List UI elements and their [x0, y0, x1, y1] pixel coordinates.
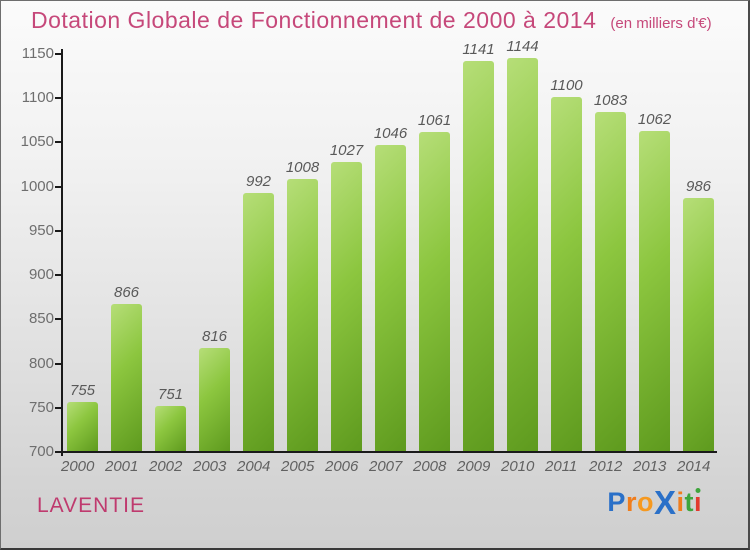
bar-value-label: 755: [69, 382, 96, 399]
y-tick-mark: [55, 274, 62, 277]
bar-slot: 1046: [373, 53, 419, 451]
x-tick-label: 2006: [325, 458, 359, 475]
y-tick-label: 700: [28, 443, 54, 460]
bar-value-label: 1100: [550, 77, 583, 94]
bar-slot: 866: [111, 53, 155, 451]
bar-value-label: 1083: [593, 92, 628, 109]
bar-slot: 1144: [506, 38, 551, 451]
logo-letter: i: [676, 487, 685, 517]
bar-value-label: 866: [113, 284, 140, 301]
y-tick-mark: [55, 53, 62, 55]
bar-slot: 1083: [593, 53, 639, 451]
y-tick-label: 850: [28, 310, 54, 328]
y-tick-label: 1100: [21, 89, 54, 107]
x-tick-label: 2001: [105, 458, 139, 475]
chart-title: Dotation Globale de Fonctionnement de 20…: [31, 7, 597, 33]
bar-slot: 755: [67, 53, 111, 451]
bar-value-label: 992: [245, 173, 272, 190]
y-tick-label: 750: [28, 398, 54, 416]
x-tick-label: 2012: [589, 458, 623, 475]
bar-slot: 1141: [462, 41, 507, 451]
logo-letter-dot: [695, 488, 701, 493]
logo-letter: r: [625, 487, 637, 517]
y-axis-line: [61, 49, 63, 456]
chart-subtitle: (en milliers d'€): [610, 15, 712, 32]
x-tick-label: 2005: [281, 458, 315, 475]
bar-value-label: 1061: [417, 112, 452, 129]
y-tick-label: 950: [28, 221, 54, 239]
title-row: Dotation Globale de Fonctionnement de 20…: [31, 7, 738, 34]
bar-slot: 1061: [417, 53, 463, 451]
bar-slot: 1062: [637, 53, 683, 451]
bar-slot: 1027: [329, 53, 375, 451]
bar: [507, 58, 538, 451]
bar-value-label: 986: [685, 178, 712, 195]
bar-slot: 751: [155, 53, 199, 451]
x-tick-label: 2008: [413, 458, 447, 475]
logo-letter: t: [684, 487, 694, 517]
y-tick-mark: [55, 185, 62, 188]
x-tick-label: 2013: [633, 458, 667, 475]
y-tick-mark: [55, 362, 62, 365]
bar: [595, 112, 626, 451]
bar: [639, 131, 670, 451]
x-axis-line: [61, 451, 717, 453]
x-tick-label: 2014: [677, 458, 711, 475]
x-tick-label: 2004: [237, 458, 271, 475]
x-axis-labels: 2000 2001 2002 2003 2004 2005 2006 2007 2008 2009…: [61, 458, 727, 475]
bar-value-label: 751: [157, 386, 184, 403]
x-tick-label: 2000: [61, 458, 95, 475]
bar-slot: 992: [243, 53, 287, 451]
x-tick-label: 2007: [369, 458, 403, 475]
bar-value-label: 1062: [637, 111, 672, 128]
y-tick-label: 1150: [21, 45, 54, 62]
logo-letter: X: [653, 484, 677, 521]
logo-letter: P: [607, 487, 626, 517]
bars-area: 755 866 751 816 992 1008 1027 1046 1061 1141 1144 1…: [67, 38, 727, 451]
x-tick-label: 2010: [501, 458, 535, 475]
bar: [375, 145, 406, 451]
x-tick-label: 2009: [457, 458, 491, 475]
y-tick-mark: [55, 97, 62, 100]
bar: [551, 97, 582, 451]
bar: [463, 61, 494, 451]
bar-value-label: 1046: [373, 125, 408, 142]
y-tick-mark: [55, 318, 62, 321]
bar: [199, 348, 230, 451]
y-tick-label: 800: [28, 354, 54, 372]
y-tick-label: 1000: [20, 177, 54, 195]
bar-value-label: 816: [201, 328, 228, 345]
bar-slot: 1008: [285, 53, 331, 451]
y-tick-label: 900: [28, 266, 54, 284]
y-tick-mark: [55, 141, 62, 144]
bar: [67, 402, 98, 451]
bar-value-label: 1141: [462, 41, 495, 58]
y-tick-label: 1050: [20, 133, 54, 151]
y-tick-mark: [55, 451, 62, 453]
logo-letter: ı: [693, 487, 702, 517]
bar: [683, 198, 714, 451]
proxiti-logo: ProXitı: [607, 484, 702, 521]
bar-slot: 1100: [550, 53, 595, 451]
bar: [155, 406, 186, 451]
x-tick-label: 2011: [545, 458, 578, 475]
bar-slot: 986: [683, 53, 727, 451]
bar-value-label: 1008: [285, 159, 320, 176]
bar: [331, 162, 362, 451]
y-tick-mark: [55, 229, 62, 232]
location-label: LAVENTIE: [37, 494, 145, 517]
bar-value-label: 1144: [506, 38, 539, 55]
x-tick-label: 2003: [193, 458, 227, 475]
bar: [419, 132, 450, 451]
x-tick-label: 2002: [149, 458, 183, 475]
bar-value-label: 1027: [329, 142, 364, 159]
bar-slot: 816: [199, 53, 243, 451]
bar: [111, 304, 142, 451]
logo-letter: o: [636, 487, 654, 517]
bar: [287, 179, 318, 451]
bar: [243, 193, 274, 451]
y-tick-mark: [55, 406, 62, 409]
